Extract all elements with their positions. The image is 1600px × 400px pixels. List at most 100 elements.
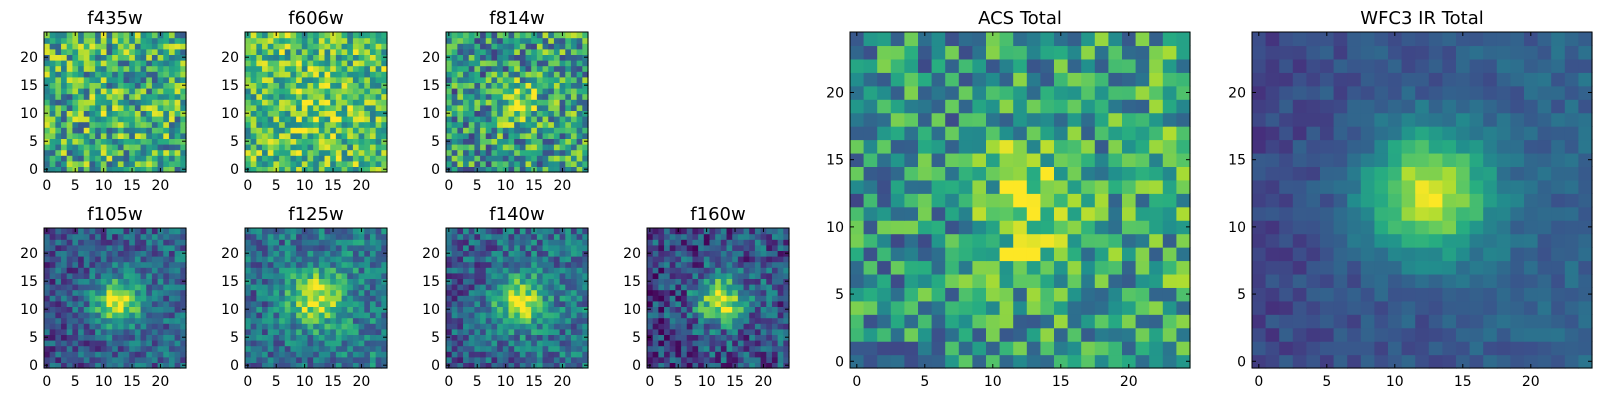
heatmap-cell	[284, 261, 292, 268]
heatmap-cell	[335, 334, 343, 341]
heatmap-cell	[732, 340, 739, 347]
heatmap-cell	[112, 295, 119, 302]
heatmap-cell	[267, 256, 274, 263]
heatmap-cell	[245, 256, 252, 263]
heatmap-cell	[497, 127, 504, 134]
heatmap-cell	[542, 166, 549, 173]
heatmap-cell	[44, 99, 51, 106]
heatmap-cell	[502, 239, 510, 246]
heatmap-cell	[446, 256, 453, 263]
heatmap-cell	[100, 110, 108, 117]
heatmap-cell	[457, 356, 464, 363]
heatmap-cell	[381, 99, 388, 106]
heatmap-cell	[284, 233, 292, 240]
heatmap-cell	[737, 267, 745, 274]
heatmap-cell	[262, 110, 269, 117]
heatmap-cell	[565, 32, 572, 39]
heatmap-cell	[284, 289, 292, 296]
heatmap-cell	[358, 88, 365, 95]
heatmap-cell	[446, 239, 453, 246]
heatmap-cell	[245, 300, 252, 307]
heatmap-cell	[536, 345, 544, 352]
heatmap-cell	[95, 351, 102, 358]
heatmap-cell	[290, 155, 297, 162]
heatmap-cell	[732, 289, 739, 296]
heatmap-cell	[777, 356, 784, 363]
heatmap-cell	[502, 76, 510, 83]
heatmap-cell	[681, 340, 688, 347]
heatmap-cell	[726, 345, 733, 352]
heatmap-image	[850, 32, 1191, 369]
heatmap-cell	[284, 317, 292, 324]
axes-frame	[43, 31, 187, 173]
heatmap-cell	[958, 233, 973, 248]
y-tick-label: 20	[221, 50, 239, 66]
heatmap-cell	[273, 356, 280, 363]
heatmap-cell	[318, 104, 326, 111]
heatmap-cell	[491, 334, 498, 341]
heatmap-cell	[850, 314, 865, 329]
heatmap-cell	[720, 239, 728, 246]
heatmap-cell	[352, 228, 360, 235]
heatmap-cell	[168, 132, 176, 139]
heatmap-cell	[525, 306, 532, 313]
heatmap-cell	[451, 256, 458, 263]
heatmap-cell	[157, 323, 164, 330]
heatmap-cell	[582, 116, 589, 123]
heatmap-cell	[273, 88, 280, 95]
heatmap-cell	[726, 289, 733, 296]
heatmap-cell	[369, 289, 377, 296]
heatmap-cell	[140, 54, 147, 61]
heatmap-cell	[151, 93, 159, 100]
heatmap-cell	[553, 228, 561, 235]
heatmap-cell	[559, 289, 566, 296]
heatmap-cell	[352, 99, 360, 106]
heatmap-cell	[364, 166, 371, 173]
heatmap-cell	[174, 132, 181, 139]
heatmap-cell	[570, 278, 578, 285]
x-tick-label: 10	[497, 178, 515, 194]
heatmap-cell	[743, 284, 750, 291]
heatmap-cell	[548, 149, 555, 156]
heatmap-cell	[267, 345, 274, 352]
heatmap-cell	[106, 48, 113, 55]
heatmap-cell	[446, 351, 453, 358]
heatmap-cell	[267, 99, 274, 106]
heatmap-cell	[732, 272, 739, 279]
heatmap-cell	[123, 76, 130, 83]
heatmap-cell	[49, 323, 56, 330]
heatmap-cell	[692, 323, 699, 330]
heatmap-cell	[174, 65, 181, 72]
heatmap-cell	[491, 267, 498, 274]
heatmap-cell	[117, 267, 125, 274]
heatmap-cell	[168, 239, 176, 246]
heatmap-cell	[559, 48, 566, 55]
heatmap-cell	[457, 60, 464, 67]
heatmap-cell	[446, 312, 453, 319]
heatmap-cell	[681, 244, 688, 251]
heatmap-cell	[55, 127, 62, 134]
heatmap-cell	[301, 345, 309, 352]
heatmap-cell	[307, 37, 314, 44]
heatmap-cell	[548, 54, 555, 61]
heatmap-cell	[709, 289, 716, 296]
heatmap-cell	[347, 76, 354, 83]
heatmap-cell	[49, 60, 56, 67]
heatmap-cell	[61, 116, 68, 123]
heatmap-cell	[66, 37, 73, 44]
heatmap-cell	[245, 284, 252, 291]
heatmap-cell	[559, 300, 566, 307]
heatmap-cell	[451, 284, 458, 291]
heatmap-cell	[168, 65, 176, 72]
heatmap-cell	[474, 43, 481, 50]
heatmap-cell	[267, 261, 274, 268]
heatmap-cell	[89, 244, 96, 251]
heatmap-cell	[267, 323, 274, 330]
x-tick-label: 5	[71, 178, 80, 194]
heatmap-cell	[129, 239, 136, 246]
heatmap-cell	[576, 256, 583, 263]
heatmap-cell	[559, 351, 566, 358]
heatmap-cell	[565, 289, 572, 296]
heatmap-cell	[134, 233, 142, 240]
heatmap-cell	[480, 233, 487, 240]
